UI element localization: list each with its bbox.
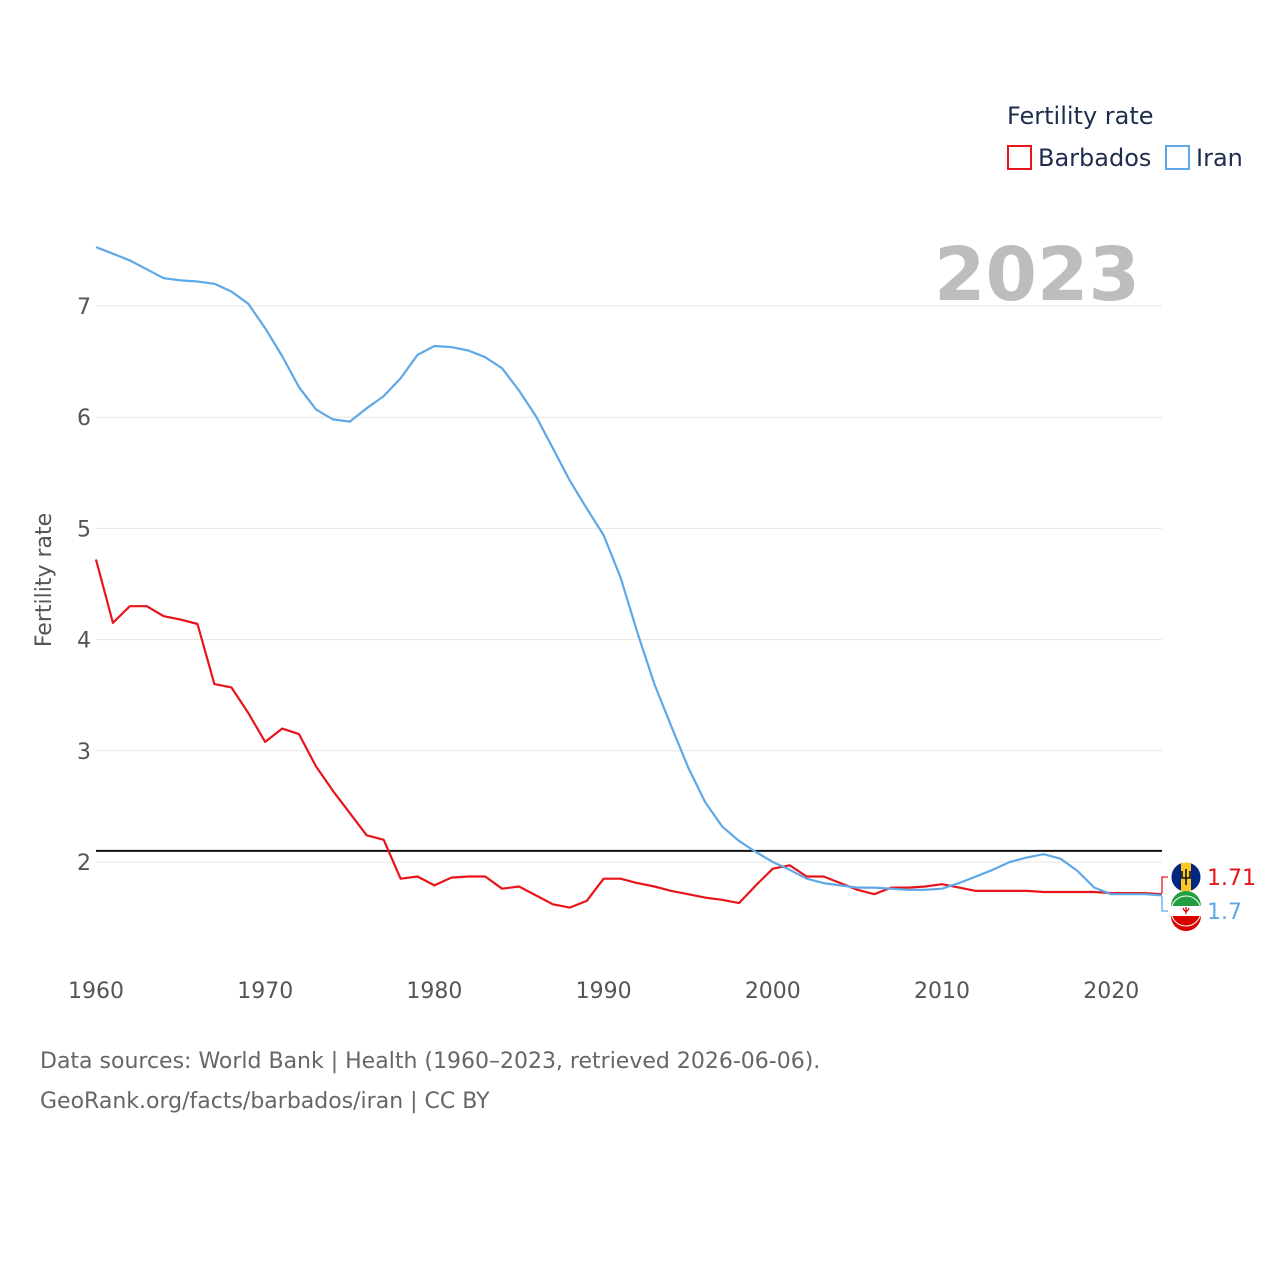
legend-title: Fertility rate <box>1007 102 1154 130</box>
x-tick-label: 2010 <box>914 979 970 1004</box>
series-end-labels: 1.71 1.7 <box>1161 861 1256 931</box>
y-tick-label: 5 <box>77 517 91 542</box>
y-axis-label: Fertility rate <box>32 513 57 647</box>
y-axis-ticks: 2 3 4 5 6 7 <box>77 295 91 876</box>
end-value-label-barbados: 1.71 <box>1207 866 1256 891</box>
legend-swatch-iran[interactable] <box>1165 145 1190 170</box>
y-tick-label: 2 <box>77 851 91 876</box>
source-line: Data sources: World Bank | Health (1960–… <box>40 1049 821 1074</box>
series-line-barbados[interactable] <box>94 559 1163 909</box>
end-label-connector <box>1161 896 1168 912</box>
iran-flag-icon <box>1170 891 1202 931</box>
legend-label-iran[interactable]: Iran <box>1196 144 1243 172</box>
series-line-iran[interactable] <box>95 246 1163 897</box>
x-axis-ticks: 1960 1970 1980 1990 2000 2010 2020 <box>68 979 1139 1004</box>
end-value-label-iran: 1.7 <box>1207 900 1242 925</box>
x-tick-label: 2020 <box>1083 979 1139 1004</box>
y-tick-label: 6 <box>77 406 91 431</box>
series-lines <box>94 246 1163 909</box>
fertility-rate-chart: 2 3 4 5 6 7 1960 1970 1980 1990 2000 2010 2020 Fert… <box>32 102 1256 1004</box>
y-tick-label: 4 <box>77 629 91 654</box>
x-tick-label: 2000 <box>745 979 801 1004</box>
x-tick-label: 1960 <box>68 979 124 1004</box>
end-label-connector <box>1161 876 1168 894</box>
attribution-line[interactable]: GeoRank.org/facts/barbados/iran | CC BY <box>40 1089 490 1114</box>
y-tick-label: 7 <box>77 295 91 320</box>
gridlines <box>96 305 1162 863</box>
legend: Fertility rate Barbados Iran <box>1007 102 1243 172</box>
legend-label-barbados[interactable]: Barbados <box>1038 144 1151 172</box>
legend-swatch-barbados[interactable] <box>1007 145 1032 170</box>
source-note: Data sources: World Bank | Health (1960–… <box>40 1042 1240 1122</box>
y-tick-label: 3 <box>77 740 91 765</box>
x-tick-label: 1980 <box>406 979 462 1004</box>
x-tick-label: 1990 <box>576 979 632 1004</box>
current-year-label: 2023 <box>934 232 1140 318</box>
x-tick-label: 1970 <box>237 979 293 1004</box>
barbados-flag-icon <box>1170 861 1202 893</box>
